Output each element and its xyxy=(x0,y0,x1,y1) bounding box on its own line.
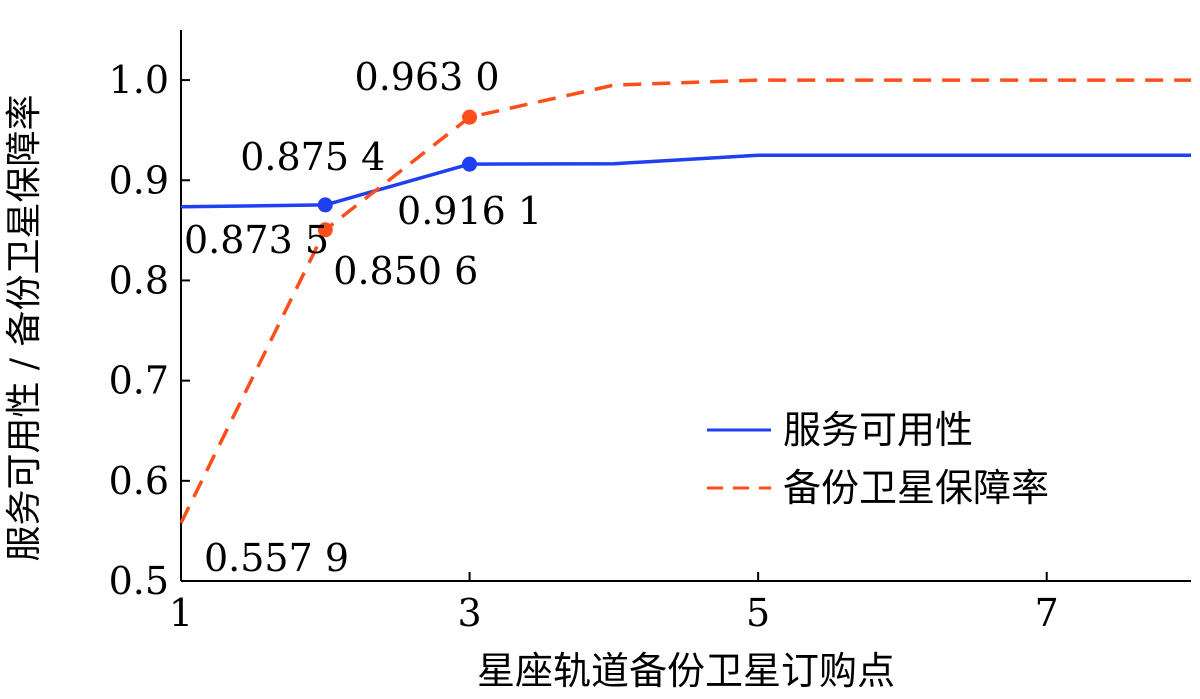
data-label: 0.850 6 xyxy=(333,249,478,293)
x-tick-label: 1 xyxy=(169,591,193,635)
y-tick-label: 0.5 xyxy=(109,559,169,603)
data-label: 0.916 1 xyxy=(397,189,542,233)
data-label: 0.875 4 xyxy=(240,135,385,179)
data-point-marker xyxy=(462,109,478,125)
x-tick-label: 5 xyxy=(746,591,770,635)
data-point-marker xyxy=(462,156,478,172)
series-line-backup-rate xyxy=(179,78,1191,524)
data-label: 0.557 9 xyxy=(204,536,349,580)
data-point-marker xyxy=(317,197,333,213)
legend-label-availability: 服务可用性 xyxy=(783,408,973,452)
series-lines xyxy=(179,78,1191,524)
y-tick-label: 1.0 xyxy=(109,58,169,102)
data-point-marker xyxy=(317,222,333,238)
legend-label-backup-rate: 备份卫星保障率 xyxy=(783,466,1049,510)
series-line-availability xyxy=(180,153,1191,209)
x-tick-label: 3 xyxy=(457,591,481,635)
axes xyxy=(180,30,1191,582)
data-label: 0.963 0 xyxy=(355,55,500,99)
x-axis-label: 星座轨道备份卫星订购点 xyxy=(477,649,895,693)
data-labels: 0.873 5 0.875 4 0.916 1 0.557 9 0.850 6 0.963… xyxy=(184,55,542,580)
series-markers xyxy=(317,109,478,238)
legend: 服务可用性 备份卫星保障率 xyxy=(707,408,1049,510)
x-tick-label: 7 xyxy=(1035,591,1059,635)
y-tick-label: 0.6 xyxy=(109,459,169,503)
ticks: 0.5 0.6 0.7 0.8 0.9 1.0 1 3 5 7 xyxy=(109,58,1059,635)
y-axis-label: 服务可用性 / 备份卫星保障率 xyxy=(4,94,45,561)
y-tick-label: 0.8 xyxy=(109,258,169,302)
y-tick-label: 0.7 xyxy=(109,359,169,403)
data-label: 0.873 5 xyxy=(184,218,329,262)
y-tick-label: 0.9 xyxy=(109,158,169,202)
